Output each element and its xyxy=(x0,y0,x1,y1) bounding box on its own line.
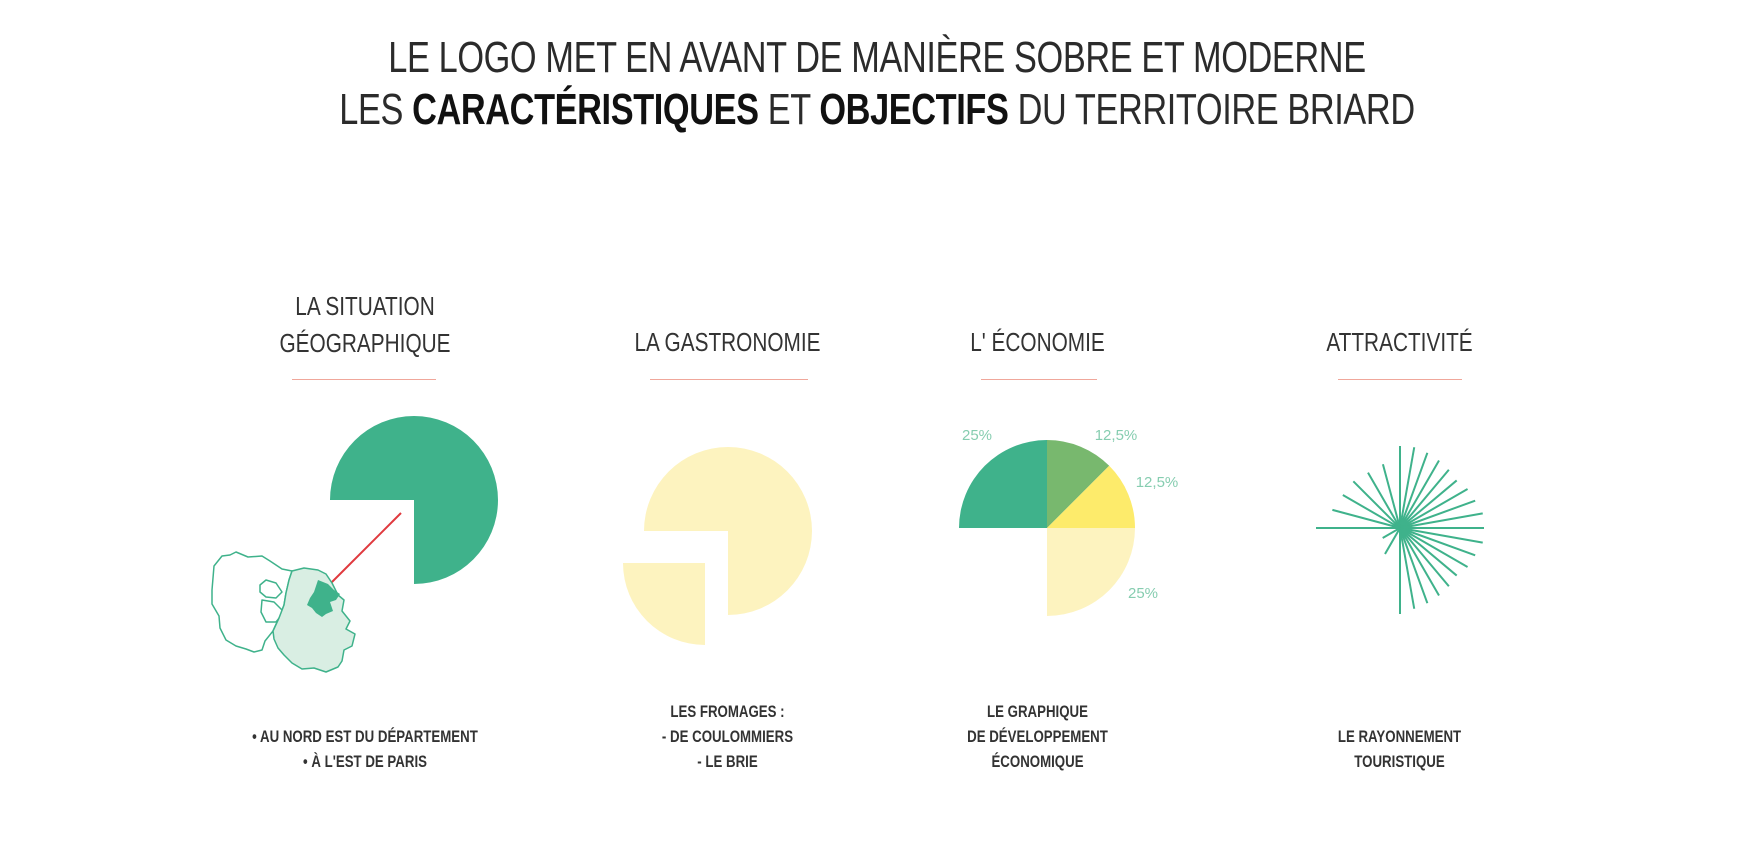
rule-situation xyxy=(292,379,436,380)
pie-slice-label: 25% xyxy=(1128,585,1158,602)
headline-line-2: LES CARACTÉRISTIQUES ET OBJECTIFS DU TER… xyxy=(339,85,1415,134)
caption-attractivite: LE RAYONNEMENT TOURISTIQUE xyxy=(1337,727,1462,771)
pie-slice-label: 12,5% xyxy=(1136,474,1179,491)
title-attractivite: ATTRACTIVITÉ xyxy=(1326,327,1473,357)
cheese-wheel-shape xyxy=(644,447,812,615)
ray-line xyxy=(1399,527,1476,557)
ray-line xyxy=(1342,494,1401,529)
economie-pie-chart: 25% 12,5% 12,5% 25% xyxy=(959,427,1179,616)
ray-line xyxy=(1399,527,1440,597)
ray-line xyxy=(1399,527,1469,568)
caption-gastronomie: LES FROMAGES : - DE COULOMMIERS - LE BRI… xyxy=(661,702,794,771)
ray-line xyxy=(1399,527,1483,544)
green-quarter-pie xyxy=(330,416,498,584)
ray-line xyxy=(1367,472,1401,529)
briard-territory xyxy=(307,580,340,617)
ray-line xyxy=(1399,527,1458,577)
pie-slice xyxy=(959,440,1047,528)
headline-emphasis-caracteristiques: CARACTÉRISTIQUES xyxy=(412,85,759,134)
situation-illustration xyxy=(211,416,498,673)
caption-situation: • AU NORD EST DU DÉPARTEMENT • À L'EST D… xyxy=(252,727,478,771)
rule-economie xyxy=(981,379,1097,380)
caption-economie: LE GRAPHIQUE DE DÉVELOPPEMENT ÉCONOMIQUE xyxy=(967,702,1108,771)
headline-emphasis-objectifs: OBJECTIFS xyxy=(819,85,1009,134)
ray-line xyxy=(1399,452,1429,529)
ray-line xyxy=(1332,508,1401,529)
ray-line xyxy=(1399,527,1429,604)
headline-line-1: LE LOGO MET EN AVANT DE MANIÈRE SOBRE ET… xyxy=(388,33,1366,82)
title-economie: L' ÉCONOMIE xyxy=(970,327,1105,357)
ray-line xyxy=(1381,463,1401,529)
gastronomie-illustration xyxy=(623,447,812,645)
ray-line xyxy=(1399,527,1450,587)
ray-line xyxy=(1399,499,1476,529)
pie-slice xyxy=(1047,528,1135,616)
ray-line xyxy=(1384,527,1401,555)
pie-slice xyxy=(1047,465,1135,528)
title-gastronomie: LA GASTRONOMIE xyxy=(634,327,821,357)
cheese-slice-shape xyxy=(623,563,705,645)
ray-line xyxy=(1399,469,1450,529)
ray-line xyxy=(1399,488,1469,529)
ray-line xyxy=(1352,480,1401,529)
pie-slice xyxy=(1047,440,1110,528)
pie-slice-label: 25% xyxy=(962,427,992,444)
ray-line xyxy=(1399,527,1416,609)
rayonnement-starburst xyxy=(1316,446,1484,614)
ray-line xyxy=(1399,512,1483,529)
rule-attractivite xyxy=(1338,379,1462,380)
rule-gastronomie xyxy=(650,379,808,380)
pie-slice-label: 12,5% xyxy=(1095,427,1138,444)
ray-line xyxy=(1399,479,1458,529)
title-situation-geographique: LA SITUATION GÉOGRAPHIQUE xyxy=(279,291,451,358)
idf-map xyxy=(211,551,293,653)
ray-line xyxy=(1382,527,1401,539)
ray-line xyxy=(1399,447,1416,529)
ray-line xyxy=(1399,459,1440,529)
pointer-line xyxy=(329,512,402,585)
